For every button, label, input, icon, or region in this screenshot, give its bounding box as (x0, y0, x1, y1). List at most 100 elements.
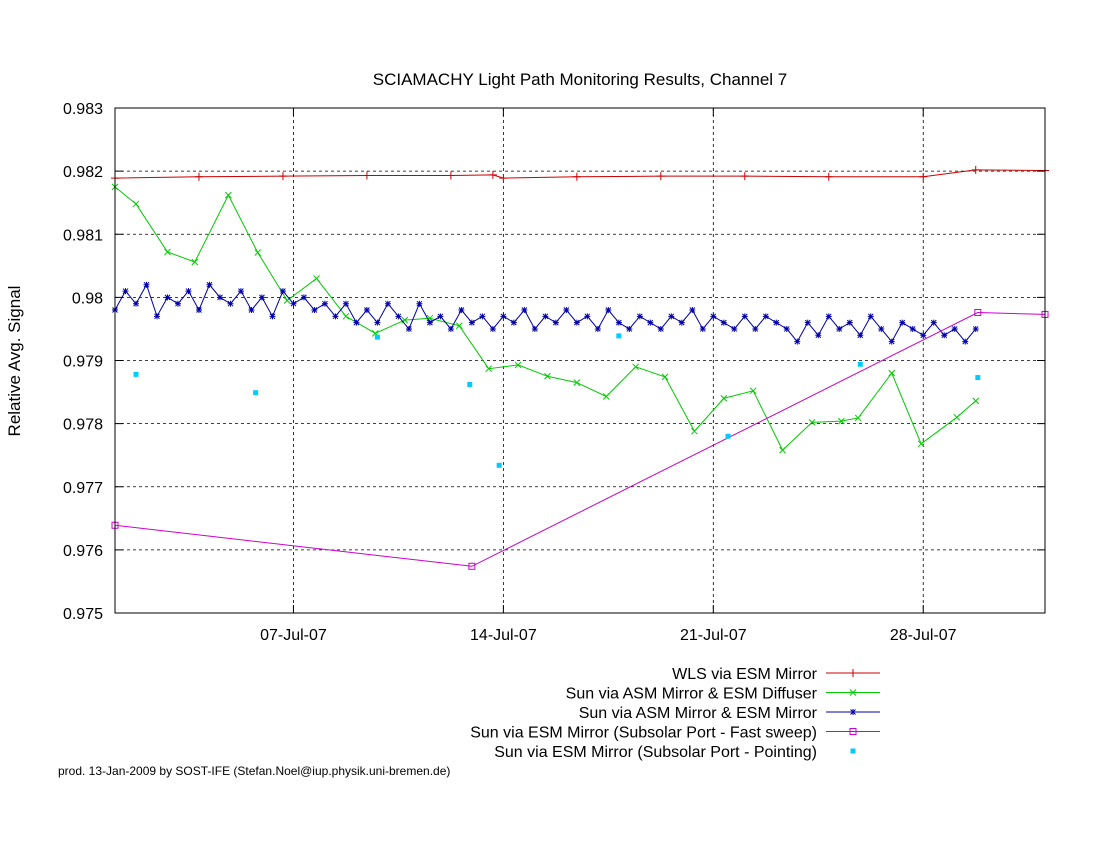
data-point (808, 419, 816, 426)
data-point (342, 312, 350, 320)
legend: WLS via ESM Mirror Sun via ASM Mirror & E… (470, 666, 880, 761)
data-point (974, 309, 982, 317)
data-point (972, 397, 980, 405)
y-tick-label: 0.975 (63, 606, 103, 623)
ticks: 0.975 0.976 0.977 0.978 0.979 0.98 0.981 0.982 0… (63, 101, 1045, 644)
data-point (594, 325, 601, 332)
series-3 (112, 281, 979, 345)
chart-title: SCIAMACHY Light Path Monitoring Results,… (373, 70, 788, 89)
data-point (909, 325, 916, 332)
data-point (447, 325, 454, 332)
data-point (720, 319, 727, 326)
data-point (405, 325, 412, 332)
data-point (353, 319, 360, 326)
x-tick-label: 28-Jul-07 (890, 627, 957, 644)
data-point (815, 332, 822, 339)
legend-marker (849, 689, 857, 696)
footer-credit: prod. 13-Jan-2009 by SOST-IFE (Stefan.No… (58, 764, 451, 778)
data-point (657, 325, 664, 332)
data-point (363, 307, 370, 313)
data-point (446, 171, 455, 180)
data-point (563, 307, 570, 313)
data-point (615, 319, 622, 326)
data-point (636, 313, 643, 320)
data-point (531, 325, 538, 332)
data-point (225, 191, 232, 199)
series-4 (111, 309, 1049, 570)
data-point (678, 319, 685, 326)
data-point (191, 258, 199, 266)
data-point (836, 325, 843, 332)
series-1 (111, 165, 1049, 183)
data-point (132, 300, 139, 307)
data-point (962, 338, 969, 345)
legend-label: Sun via ASM Mirror & ESM Mirror (579, 705, 818, 722)
data-point (689, 307, 696, 313)
data-point (488, 170, 497, 179)
data-point (194, 172, 203, 181)
legend-label: WLS via ESM Mirror (672, 666, 818, 683)
data-point (920, 332, 927, 339)
data-point (237, 288, 244, 295)
data-point (552, 319, 559, 326)
data-point (731, 325, 738, 332)
data-point (647, 319, 654, 326)
data-point (500, 313, 507, 320)
x-tick-label: 21-Jul-07 (680, 627, 747, 644)
x-tick-label: 07-Jul-07 (260, 627, 327, 644)
data-point (122, 288, 129, 295)
data-point (544, 372, 551, 380)
data-point (572, 172, 581, 181)
y-tick-label: 0.976 (63, 543, 103, 560)
data-point (725, 433, 731, 439)
data-point (132, 200, 140, 208)
data-point (779, 446, 786, 454)
data-point (616, 333, 622, 339)
data-point (857, 361, 863, 367)
data-point (804, 319, 811, 326)
data-point (668, 313, 675, 320)
data-point (426, 319, 433, 326)
data-point (468, 319, 475, 326)
y-axis-label: Relative Avg. Signal (5, 286, 24, 437)
data-point (867, 313, 874, 320)
y-tick-label: 0.981 (63, 227, 103, 244)
data-point (206, 281, 213, 288)
data-point (133, 371, 139, 377)
data-point (467, 381, 473, 387)
data-point (496, 462, 502, 468)
series-line (114, 312, 1046, 567)
y-tick-label: 0.978 (63, 417, 103, 434)
data-point (752, 325, 759, 332)
legend-label: Sun via ESM Mirror (Subsolar Port - Poin… (494, 744, 817, 761)
data-point (321, 300, 328, 307)
data-point (458, 307, 465, 313)
data-point (485, 365, 493, 373)
data-point (899, 319, 906, 326)
data-point (332, 313, 339, 320)
data-point (521, 307, 528, 313)
data-point (311, 307, 318, 313)
legend-marker (849, 728, 857, 735)
data-point (888, 369, 896, 377)
legend-label: Sun via ASM Mirror & ESM Diffuser (566, 686, 818, 703)
data-point (143, 281, 150, 288)
data-point (489, 325, 496, 332)
data-point (416, 300, 423, 307)
data-point (254, 249, 262, 256)
data-point (602, 393, 610, 400)
data-point (374, 319, 381, 326)
data-point (953, 413, 961, 421)
data-point (269, 313, 276, 320)
data-point (741, 313, 748, 320)
data-point (374, 334, 380, 340)
data-point (825, 313, 832, 320)
series-line (114, 169, 1046, 179)
data-point (854, 414, 862, 422)
data-point (656, 172, 665, 181)
data-point (479, 313, 486, 320)
data-point (185, 288, 192, 295)
data-point (783, 325, 790, 332)
data-point (584, 313, 591, 320)
